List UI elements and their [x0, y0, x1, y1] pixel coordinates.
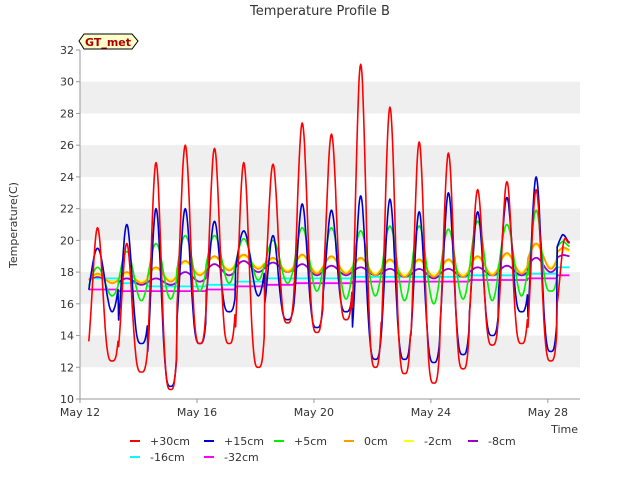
- series-line-0cm: [88, 242, 570, 285]
- x-tick-label: May 28: [528, 406, 568, 419]
- x-tick-label: May 24: [411, 406, 451, 419]
- legend-label: +15cm: [224, 435, 264, 448]
- y-tick-label: 32: [60, 44, 74, 57]
- grid-band: [80, 335, 580, 368]
- y-tick-label: 26: [60, 139, 74, 152]
- y-axis-label: Temperature(C): [7, 182, 20, 269]
- plot-background-bands: [80, 50, 580, 399]
- site-badge-label: GT_met: [85, 36, 131, 49]
- legend: +30cm +15cm +5cm 0cm -2cm -8cm -16cm -32cm: [130, 435, 516, 464]
- y-tick-label: 16: [60, 298, 74, 311]
- site-badge: GT_met: [78, 33, 139, 50]
- x-tick-label: May 20: [294, 406, 334, 419]
- legend-label: -2cm: [424, 435, 452, 448]
- y-tick-label: 12: [60, 361, 74, 374]
- x-tick-label: May 12: [60, 406, 100, 419]
- y-tick-label: 24: [60, 171, 74, 184]
- axes: 10 12 14 16 18 20 22 24 26 28 30 32 May 12 May 16 May …: [60, 44, 580, 419]
- series-line-plus30cm: [88, 63, 571, 391]
- y-tick-label: 20: [60, 234, 74, 247]
- y-tick-label: 18: [60, 266, 74, 279]
- y-tick-label: 30: [60, 76, 74, 89]
- grid-band: [80, 272, 580, 304]
- grid-band: [80, 81, 580, 114]
- site-badge-box: [78, 33, 139, 50]
- series-line-plus5cm: [88, 209, 570, 305]
- legend-label: +5cm: [294, 435, 327, 448]
- legend-label: -16cm: [150, 451, 185, 464]
- y-tick-label: 22: [60, 203, 74, 216]
- legend-label: -8cm: [488, 435, 516, 448]
- legend-label: 0cm: [364, 435, 388, 448]
- series-lines: [88, 63, 571, 391]
- y-tick-label: 10: [60, 393, 74, 406]
- x-axis-label: Time: [550, 423, 578, 436]
- legend-label: +30cm: [150, 435, 190, 448]
- legend-label: -32cm: [224, 451, 259, 464]
- y-tick-label: 14: [60, 330, 74, 343]
- series-line-plus15cm: [88, 176, 571, 388]
- x-tick-label: May 16: [177, 406, 217, 419]
- series-line-minus32cm: [88, 274, 570, 293]
- chart-title: Temperature Profile B: [249, 4, 390, 19]
- y-tick-label: 28: [60, 107, 74, 120]
